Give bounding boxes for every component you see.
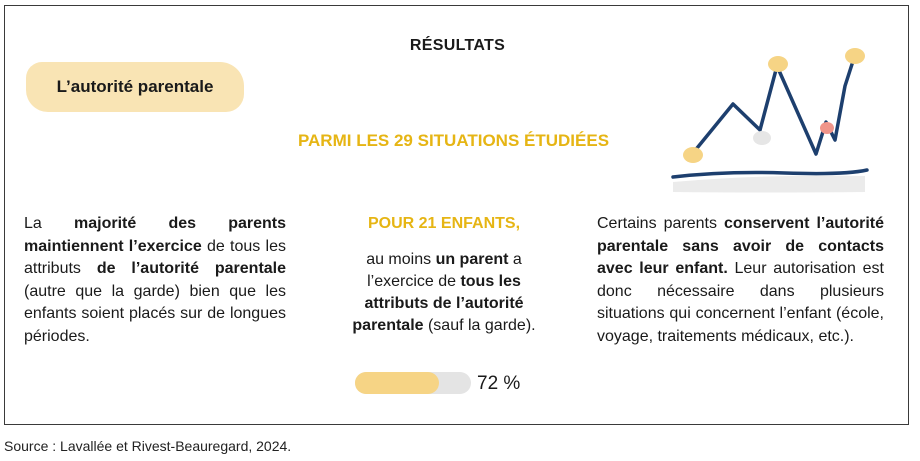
children-count-heading: POUR 21 ENFANTS, <box>367 215 521 232</box>
right-column-text: Certains parents conservent l’autorité p… <box>597 215 884 345</box>
middle-column-text: au moins un parent a l’exercice de tous … <box>352 251 536 334</box>
panel-title: RÉSULTATS <box>409 37 506 54</box>
percentage-bar-fill <box>355 372 439 394</box>
topic-tag: L’autorité parentale <box>26 62 244 112</box>
results-panel: RÉSULTATS L’autorité parentale PARMI LES… <box>4 5 909 425</box>
percentage-label: 72 % <box>477 373 521 394</box>
topic-tag-label: L’autorité parentale <box>56 77 214 96</box>
percentage-bar <box>355 372 471 394</box>
left-column-text: La majorité des parents maintiennent l’e… <box>24 215 287 345</box>
line-chart-illustration-icon <box>671 48 869 193</box>
middle-column: POUR 21 ENFANTS, au moins un parent a l’… <box>345 213 543 337</box>
section-subtitle: PARMI LES 29 SITUATIONS ÉTUDIÉES <box>297 131 610 150</box>
source-note: Source : Lavallée et Rivest-Beauregard, … <box>4 438 292 454</box>
